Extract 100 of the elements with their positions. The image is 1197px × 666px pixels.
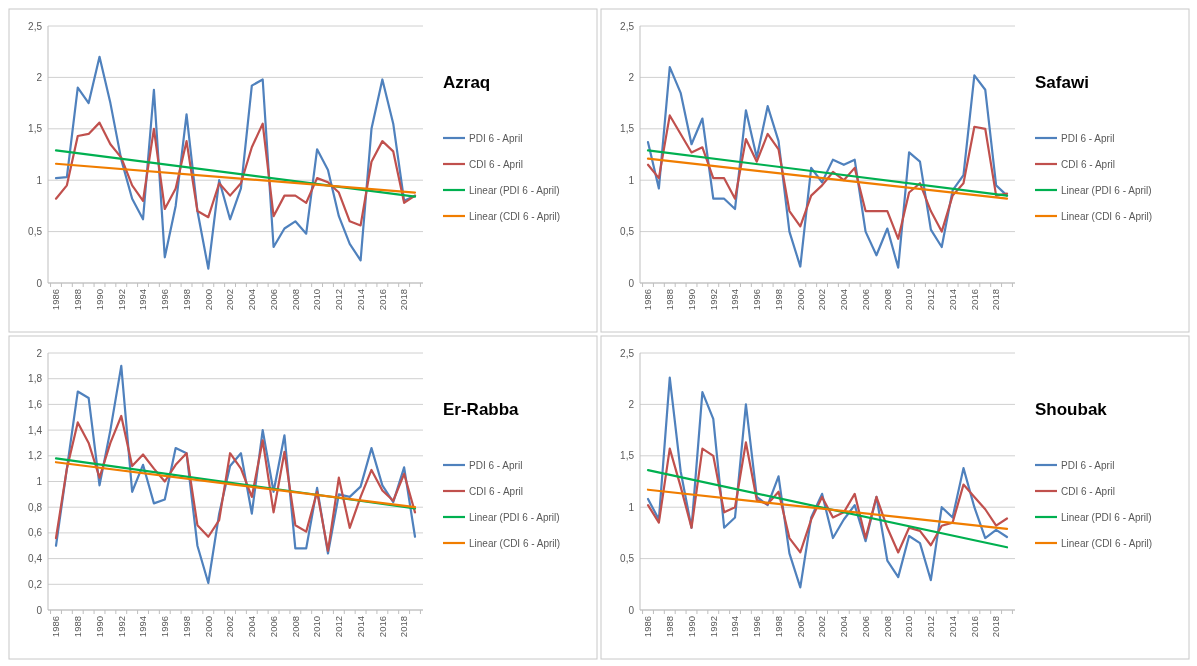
legend-label: Linear (CDI 6 - April) [1061,537,1153,549]
y-tick-label: 0,5 [28,226,43,238]
legend-title: Shoubak [1035,400,1108,419]
line-series [54,414,417,552]
y-tick-label: 1 [628,174,635,186]
x-tick-label: 1996 [159,616,171,638]
x-tick-label: 2002 [816,289,828,311]
x-tick-label: 2012 [333,289,345,311]
x-tick-label: 2002 [224,289,236,311]
x-tick-label: 2006 [859,289,871,311]
y-tick-label: 0,4 [28,553,43,565]
x-tick-label: 1994 [729,616,741,638]
line-series [54,121,417,227]
x-tick-label: 2008 [881,289,893,311]
x-tick-label: 2000 [202,289,214,311]
x-tick-label: 2000 [794,289,806,311]
x-tick-label: 1996 [159,289,171,311]
legend-title: Er-Rabba [443,400,520,419]
line-series [54,364,417,585]
x-tick-label: 1998 [772,616,784,638]
x-tick-label: 2016 [376,616,388,638]
x-tick-label: 1986 [50,616,62,638]
x-tick-label: 2010 [311,289,323,311]
line-series [646,441,1009,554]
x-tick-label: 2012 [333,616,345,638]
y-tick-label: 1,4 [28,424,43,436]
x-tick-label: 1986 [642,289,654,311]
x-tick-label: 2002 [224,616,236,638]
x-tick-label: 2016 [968,616,980,638]
line-series [646,376,1009,589]
x-tick-label: 1998 [772,289,784,311]
legend-title: Azraq [443,73,491,92]
x-tick-label: 1988 [664,616,676,638]
y-tick-label: 0,5 [620,553,635,565]
x-tick-label: 1996 [751,289,763,311]
y-tick-label: 2,5 [620,20,635,32]
y-tick-label: 0,2 [28,578,43,590]
legend-label: PDI 6 - April [469,459,523,471]
x-tick-label: 1990 [93,289,105,311]
x-tick-label: 1990 [93,616,105,638]
x-tick-label: 2006 [267,289,279,311]
x-tick-label: 2008 [289,616,301,638]
legend-label: PDI 6 - April [1061,132,1115,144]
x-tick-label: 1996 [751,616,763,638]
x-tick-label: 2010 [903,289,915,311]
x-tick-label: 2006 [267,616,279,638]
x-tick-label: 2016 [968,289,980,311]
x-tick-label: 2014 [946,616,958,638]
x-tick-label: 2018 [398,289,410,311]
x-tick-label: 1994 [137,616,149,638]
x-tick-label: 2006 [859,616,871,638]
x-tick-label: 1994 [729,289,741,311]
y-tick-label: 2,5 [620,347,635,359]
y-tick-label: 1,5 [28,123,43,135]
x-tick-label: 1990 [685,616,697,638]
x-tick-label: 2014 [946,289,958,311]
x-tick-label: 2018 [990,616,1002,638]
x-tick-label: 1992 [707,616,719,638]
y-tick-label: 1 [36,476,43,487]
x-tick-label: 2010 [903,616,915,638]
line-series [646,114,1009,240]
legend-label: Linear (PDI 6 - April) [469,511,560,523]
x-tick-label: 2014 [354,289,366,311]
x-tick-label: 2002 [816,616,828,638]
y-tick-label: 0,5 [620,226,635,238]
legend-label: CDI 6 - April [1061,158,1115,170]
x-tick-label: 1992 [115,289,127,311]
x-tick-label: 2008 [881,616,893,638]
x-tick-label: 2012 [925,616,937,638]
y-tick-label: 2 [628,398,635,410]
x-tick-label: 2018 [398,616,410,638]
x-tick-label: 2018 [990,289,1002,311]
legend-label: Linear (PDI 6 - April) [469,184,560,196]
y-tick-label: 0 [628,604,635,616]
y-tick-label: 1 [628,501,635,513]
y-tick-label: 0,8 [28,501,43,513]
x-tick-label: 2010 [311,616,323,638]
x-tick-label: 1986 [642,616,654,638]
x-tick-label: 1988 [72,616,84,638]
x-tick-label: 2004 [246,616,258,638]
x-tick-label: 2000 [202,616,214,638]
y-tick-label: 1,2 [28,450,43,462]
x-tick-label: 2016 [376,289,388,311]
y-tick-label: 2 [36,347,43,359]
legend-label: CDI 6 - April [469,158,523,170]
legend-title: Safawi [1035,73,1089,92]
legend-label: CDI 6 - April [1061,485,1115,497]
x-tick-label: 2012 [925,289,937,311]
x-tick-label: 1994 [137,289,149,311]
x-tick-label: 1992 [115,616,127,638]
legend-label: Linear (CDI 6 - April) [1061,210,1153,222]
x-tick-label: 1988 [664,289,676,311]
x-tick-label: 1986 [50,289,62,311]
x-tick-label: 2000 [794,616,806,638]
x-tick-label: 2014 [354,616,366,638]
legend-label: Linear (CDI 6 - April) [469,537,561,549]
y-tick-label: 1,5 [620,123,635,135]
y-tick-label: 0,6 [28,527,43,539]
x-tick-label: 1998 [180,616,192,638]
x-tick-label: 2008 [289,289,301,311]
